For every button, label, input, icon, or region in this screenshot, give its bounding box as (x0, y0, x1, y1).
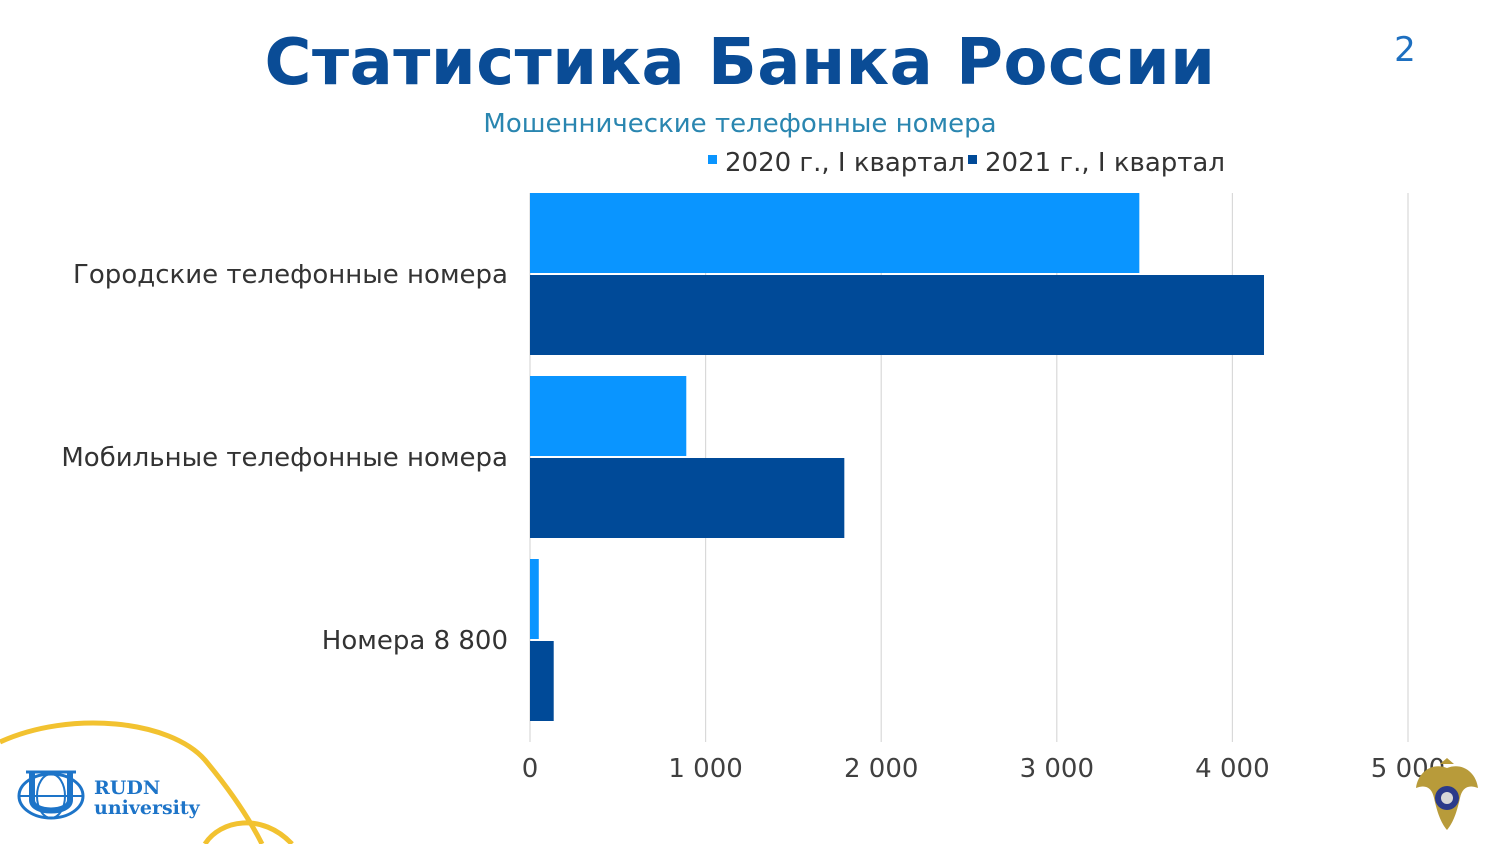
rudn-logo-line1: RUDN (94, 777, 161, 799)
bar-series1-1 (530, 193, 1140, 273)
legend-label: 2021 г., I квартал (985, 148, 1225, 178)
x-tick-label: 0 (522, 754, 539, 784)
bar-series2-3 (530, 641, 554, 721)
legend-swatch (968, 155, 977, 164)
bar-series2-1 (530, 275, 1265, 355)
legend-swatch (708, 155, 717, 164)
category-label: Городские телефонные номера (73, 260, 508, 290)
rudn-logo-text: RUDN university (94, 778, 200, 818)
category-label: Номера 8 800 (322, 626, 508, 656)
x-tick-label: 1 000 (668, 754, 742, 784)
page-title: Статистика Банка России (264, 26, 1216, 100)
x-tick-label: 4 000 (1195, 754, 1269, 784)
x-tick-label: 3 000 (1020, 754, 1094, 784)
bar-series1-2 (530, 376, 687, 456)
bar-series1-3 (530, 559, 539, 639)
rudn-globe-logo-icon (17, 770, 85, 820)
legend-label: 2020 г., I квартал (725, 148, 965, 178)
category-label: Мобильные телефонные номера (61, 443, 508, 473)
slide-number: 2 (1394, 30, 1416, 70)
chart-title: Мошеннические телефонные номера (483, 109, 996, 139)
x-tick-label: 2 000 (844, 754, 918, 784)
rudn-logo-line2: university (94, 797, 200, 819)
bar-series2-2 (530, 458, 845, 538)
eagle-emblem-icon (1416, 758, 1478, 830)
